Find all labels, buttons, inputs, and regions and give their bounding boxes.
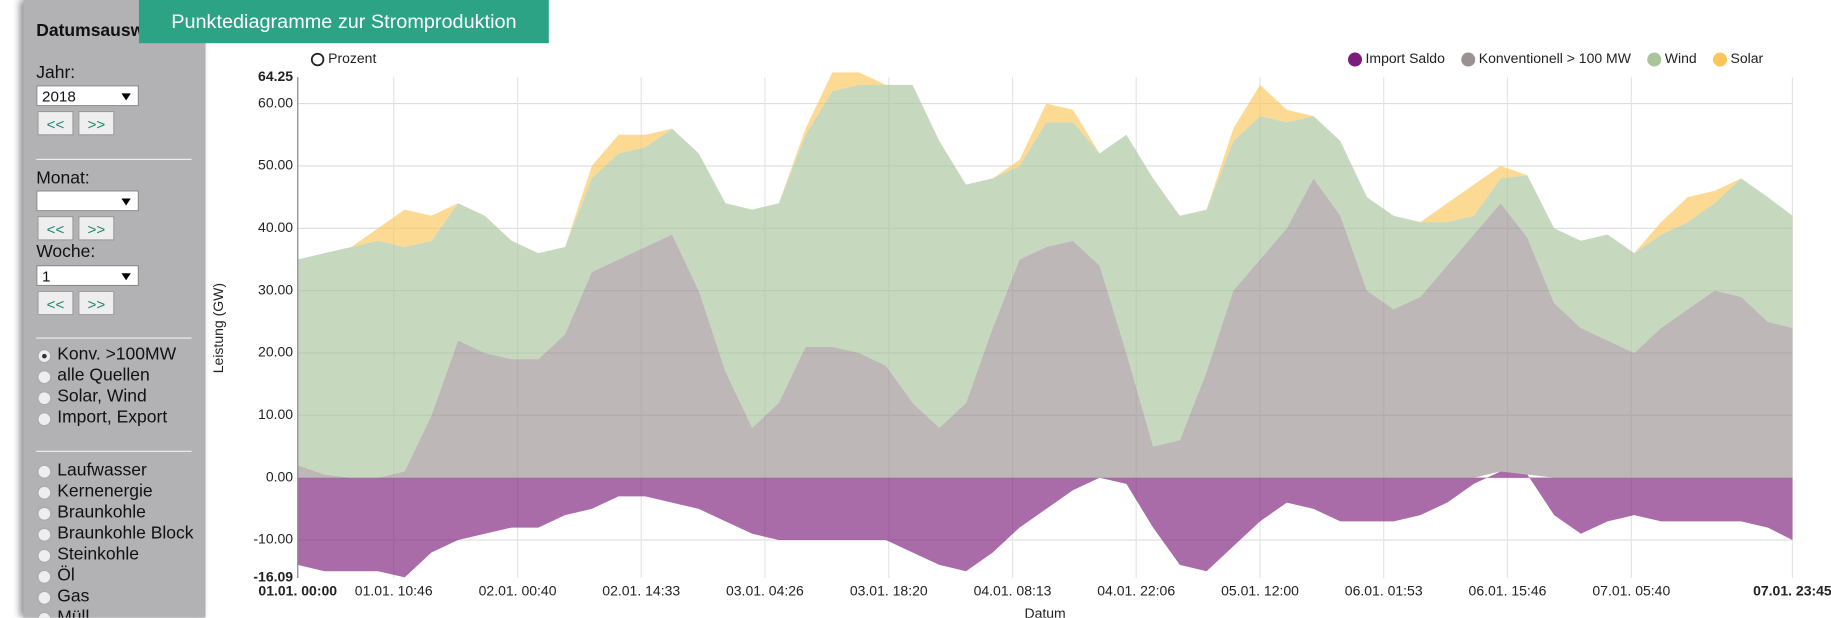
y-tick-label: 60.00 <box>258 94 293 110</box>
area <box>297 84 1793 478</box>
legend-label: Konventionell > 100 MW <box>1479 50 1632 66</box>
radio-label[interactable]: Braunkohle Block <box>57 523 194 543</box>
legend-marker <box>1647 52 1662 67</box>
radio-label[interactable]: Kernenergie <box>57 481 153 501</box>
x-tick-label: 04.01. 08:13 <box>974 583 1052 599</box>
radio-label[interactable]: Laufwasser <box>57 460 147 480</box>
area <box>297 471 1793 578</box>
area <box>297 72 1793 260</box>
percent-label[interactable]: Prozent <box>328 50 376 66</box>
radio-label[interactable]: Braunkohle <box>57 502 146 522</box>
next-button[interactable]: >> <box>78 216 115 241</box>
week-label: Woche: <box>36 241 96 262</box>
x-tick-label: 07.01. 05:40 <box>1592 583 1670 599</box>
legend-label: Wind <box>1665 50 1697 66</box>
radio-label[interactable]: alle Quellen <box>57 365 150 386</box>
y-tick-label: 0.00 <box>266 468 293 484</box>
year-select[interactable]: 2018 <box>36 85 139 107</box>
radio[interactable] <box>37 485 52 500</box>
percent-radio[interactable] <box>310 52 325 67</box>
radio-label[interactable]: Öl <box>57 565 75 586</box>
areas <box>297 72 1793 578</box>
legend-label: Import Saldo <box>1366 50 1446 66</box>
week-select[interactable]: 1 <box>36 265 139 287</box>
y-tick-label: 50.00 <box>258 157 293 173</box>
radio-label[interactable]: Steinkohle <box>57 544 140 564</box>
y-limit-label: -16.09 <box>253 569 293 585</box>
x-axis-label: Datum <box>1024 605 1065 618</box>
radio[interactable] <box>37 590 52 605</box>
legend-label: Solar <box>1731 50 1764 66</box>
y-tick-label: 40.00 <box>258 219 293 235</box>
x-tick-label: 03.01. 04:26 <box>726 583 804 599</box>
radio[interactable] <box>37 464 52 479</box>
radio[interactable] <box>37 391 52 406</box>
x-tick-label: 03.01. 18:20 <box>850 583 928 599</box>
legend-marker <box>1348 52 1363 67</box>
radio[interactable] <box>37 370 52 385</box>
legend-marker <box>1713 52 1728 67</box>
x-tick-label: 04.01. 22:06 <box>1097 583 1175 599</box>
prev-button[interactable]: << <box>37 290 74 316</box>
radio[interactable] <box>37 548 52 563</box>
radio[interactable] <box>37 412 52 427</box>
y-tick-label: 20.00 <box>258 344 293 360</box>
radio[interactable] <box>37 569 52 584</box>
prev-button[interactable]: << <box>37 110 74 136</box>
month-select[interactable] <box>36 190 139 212</box>
x-tick-label: 01.01. 10:46 <box>355 583 433 599</box>
x-tick-label: 06.01. 01:53 <box>1345 583 1423 599</box>
radio[interactable] <box>37 506 52 521</box>
x-tick-label: 02.01. 14:33 <box>602 583 680 599</box>
y-tick-label: -10.00 <box>253 531 293 547</box>
year-label: Jahr: <box>36 63 76 83</box>
divider <box>36 158 192 160</box>
x-tick-label: 05.01. 12:00 <box>1221 583 1299 599</box>
divider <box>36 337 192 339</box>
radio-label[interactable]: Solar, Wind <box>57 386 147 407</box>
radio-label[interactable]: Gas <box>57 586 90 607</box>
x-tick-label: 07.01. 23:45 <box>1753 583 1831 599</box>
prev-button[interactable]: << <box>37 216 74 241</box>
radio-label[interactable]: Import, Export <box>57 407 168 428</box>
radio[interactable] <box>37 611 52 618</box>
sidebar: Datumsauswahl Jahr: 2018 << >> Monat: <<… <box>23 0 206 618</box>
tab[interactable]: Punktediagramme zur Stromproduktion <box>138 0 549 44</box>
radio[interactable] <box>37 349 52 364</box>
next-button[interactable]: >> <box>78 290 115 316</box>
legend-marker <box>1461 52 1476 67</box>
x-tick-label: 01.01. 00:00 <box>258 583 337 599</box>
next-button[interactable]: >> <box>78 110 115 136</box>
sidebar-heading: Datumsauswahl <box>36 21 170 41</box>
radio-label[interactable]: Müll <box>57 607 90 618</box>
y-tick-label: 10.00 <box>258 406 293 422</box>
divider <box>36 450 192 452</box>
month-label: Monat: <box>36 168 90 188</box>
y-tick-label: 30.00 <box>258 281 293 297</box>
y-limit-label: 64.25 <box>258 68 293 84</box>
y-axis-label: Leistung (GW) <box>210 283 226 373</box>
legend: Import Saldo Konventionell > 100 MW Wind So… <box>1348 50 1764 67</box>
radio-label[interactable]: Konv. >100MW <box>57 344 177 365</box>
x-tick-label: 02.01. 00:40 <box>479 583 557 599</box>
area <box>297 178 1793 478</box>
radio[interactable] <box>37 527 52 542</box>
x-tick-label: 06.01. 15:46 <box>1469 583 1547 599</box>
